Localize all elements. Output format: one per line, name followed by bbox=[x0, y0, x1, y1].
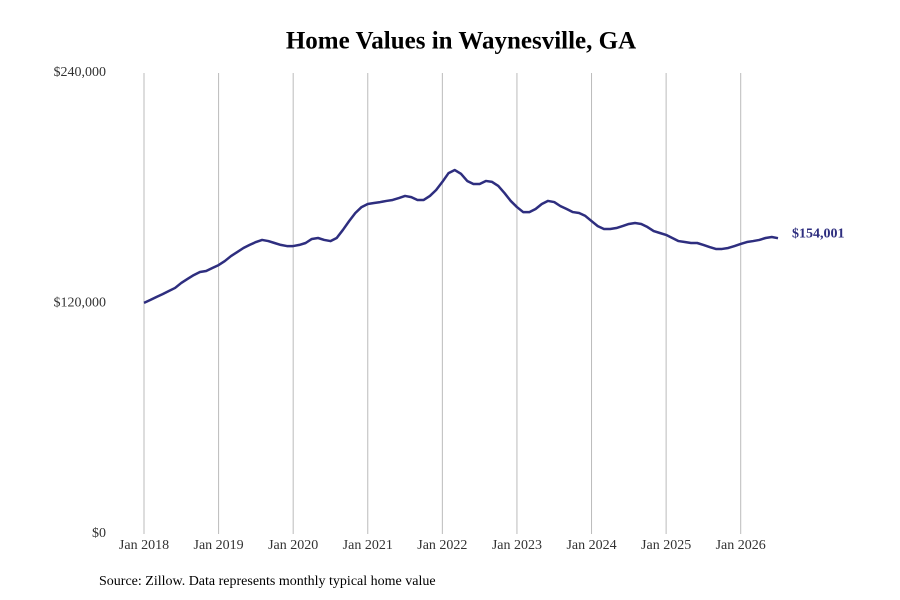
y-tick-label: $0 bbox=[92, 526, 106, 541]
x-tick-label: Jan 2022 bbox=[417, 538, 467, 553]
line bbox=[143, 168, 779, 305]
x-tick-label: Jan 2020 bbox=[268, 538, 318, 553]
x-tick-label: Jan 2023 bbox=[492, 538, 542, 553]
x-tick-label: Jan 2018 bbox=[119, 538, 169, 553]
y-tick-label: $240,000 bbox=[54, 65, 107, 80]
x-tick-label: Jan 2024 bbox=[566, 538, 616, 553]
chart-title: Home Values in Waynesville, GA bbox=[286, 28, 636, 55]
x-tick-label: Jan 2025 bbox=[641, 538, 691, 553]
y-tick-label: $120,000 bbox=[54, 296, 107, 311]
x-tick-label: Jan 2019 bbox=[194, 538, 244, 553]
value-label: $154,001 bbox=[792, 226, 845, 241]
x-tick-label: Jan 2026 bbox=[716, 538, 766, 553]
x-tick-label: Jan 2021 bbox=[343, 538, 393, 553]
source-note: Source: Zillow. Data represents monthly … bbox=[99, 574, 436, 589]
